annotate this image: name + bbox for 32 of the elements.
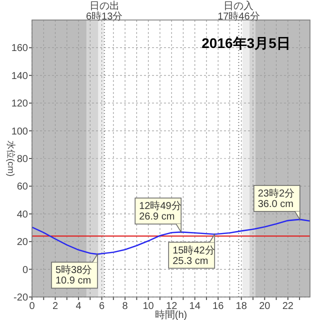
y-tick-label: 80 — [16, 154, 28, 165]
callout: 5時38分 10.9 cm — [51, 252, 98, 289]
x-tick-label: 10 — [142, 301, 154, 312]
y-tick-label: 100 — [11, 126, 28, 138]
callout: 15時42分 25.3 cm — [168, 232, 216, 269]
x-tick-label: 14 — [189, 301, 201, 312]
y-tick-label: 140 — [11, 70, 28, 82]
x-tick-label: 22 — [282, 301, 294, 312]
y-tick-label: 0 — [22, 264, 28, 276]
x-tick-label: 0 — [29, 301, 36, 312]
x-tick-label: 4 — [76, 301, 82, 312]
x-tick-label: 8 — [122, 301, 128, 312]
y-tick-label: 120 — [11, 98, 28, 110]
annotation: 23時2分 36.0 cm — [258, 187, 295, 210]
x-tick-label: 6 — [99, 301, 106, 312]
x-tick-label: 20 — [259, 301, 271, 312]
x-tick-label: 2 — [52, 301, 58, 312]
annotation: 12時49分 26.9 cm — [139, 200, 182, 223]
annotation: 15時42分 25.3 cm — [172, 244, 215, 267]
callout: 12時49分 26.9 cm — [134, 198, 182, 234]
y-axis-title: 水位(cm) — [6, 140, 16, 176]
y-tick-label: -20 — [14, 292, 28, 304]
callout: 23時2分 36.0 cm — [253, 185, 300, 221]
y-tick-label: 20 — [16, 237, 28, 248]
x-tick-label: 16 — [212, 301, 224, 312]
y-tick-label: 60 — [16, 182, 28, 193]
y-tick-label: 40 — [16, 209, 28, 220]
x-axis-title: 時間(h) — [154, 309, 188, 320]
y-tick-label: 160 — [11, 43, 28, 54]
x-tick-label: 18 — [236, 301, 248, 312]
annotation: 5時38分 10.9 cm — [55, 264, 92, 287]
text: 2016年3月5日 — [202, 35, 290, 51]
